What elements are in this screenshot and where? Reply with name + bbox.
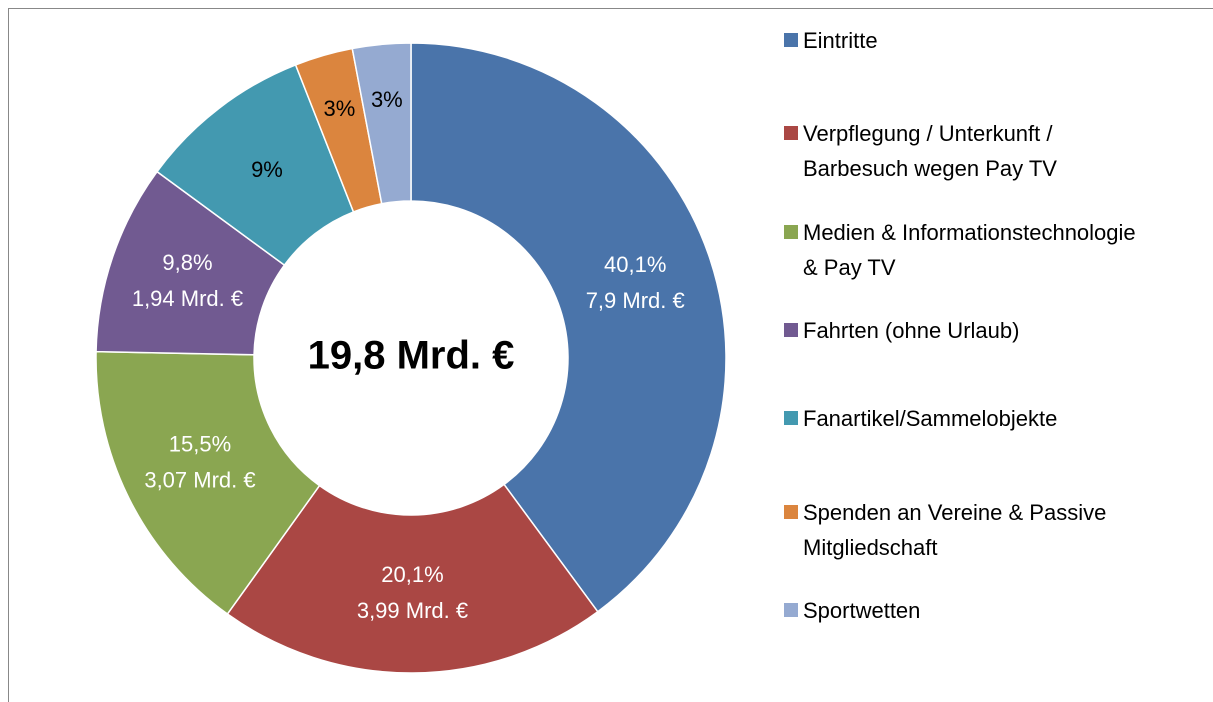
data-label: 7,9 Mrd. € bbox=[586, 288, 685, 313]
data-label: 15,5% bbox=[169, 431, 231, 456]
center-label: 19,8 Mrd. € bbox=[308, 334, 515, 378]
data-label: 3,07 Mrd. € bbox=[144, 467, 255, 492]
legend-label: Fahrten (ohne Urlaub) bbox=[803, 318, 1020, 343]
donut-segment bbox=[226, 483, 599, 674]
data-label: 1,94 Mrd. € bbox=[132, 286, 243, 311]
legend-swatch bbox=[784, 225, 798, 239]
data-label: 40,1% bbox=[604, 252, 666, 277]
data-label: 3% bbox=[371, 87, 403, 112]
donut-segment bbox=[410, 42, 727, 613]
data-label: 20,1% bbox=[381, 562, 443, 587]
data-label: 3% bbox=[323, 96, 355, 121]
legend-swatch bbox=[784, 33, 798, 47]
legend-item: Fanartikel/Sammelobjekte bbox=[784, 401, 1144, 436]
donut-segment bbox=[351, 42, 412, 205]
legend-label: Medien & Informationstechnologie & Pay T… bbox=[803, 220, 1136, 280]
legend-item: Sportwetten bbox=[784, 593, 1144, 628]
legend-swatch bbox=[784, 126, 798, 140]
legend-item: Spenden an Vereine & Passive Mitgliedsch… bbox=[784, 495, 1144, 565]
legend-label: Sportwetten bbox=[803, 598, 921, 623]
legend-item: Verpflegung / Unterkunft / Barbesuch weg… bbox=[784, 116, 1144, 186]
legend-swatch bbox=[784, 505, 798, 519]
legend-swatch bbox=[784, 603, 798, 617]
legend-label: Spenden an Vereine & Passive Mitgliedsch… bbox=[803, 500, 1107, 560]
legend-label: Eintritte bbox=[803, 28, 878, 53]
data-label: 3,99 Mrd. € bbox=[357, 598, 468, 623]
data-label: 9,8% bbox=[162, 250, 212, 275]
donut-segment bbox=[95, 350, 321, 616]
legend-label: Verpflegung / Unterkunft / Barbesuch weg… bbox=[803, 121, 1057, 181]
legend-swatch bbox=[784, 323, 798, 337]
frame bbox=[8, 8, 1213, 702]
data-label: 9% bbox=[251, 157, 283, 182]
legend-label: Fanartikel/Sammelobjekte bbox=[803, 406, 1058, 431]
legend-swatch bbox=[784, 411, 798, 425]
legend-item: Medien & Informationstechnologie & Pay T… bbox=[784, 215, 1144, 285]
legend-item: Eintritte bbox=[784, 23, 1144, 58]
legend-item: Fahrten (ohne Urlaub) bbox=[784, 313, 1144, 348]
